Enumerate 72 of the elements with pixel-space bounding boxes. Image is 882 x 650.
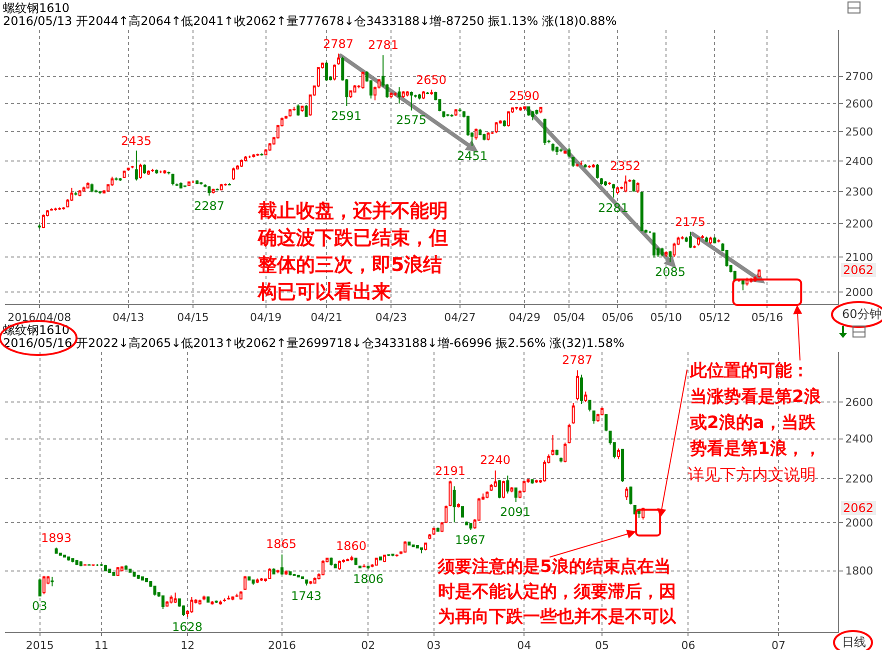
y-tick-label: 2000	[845, 516, 874, 530]
annotation: 2787	[562, 353, 593, 367]
x-tick-label: 12	[180, 639, 195, 650]
x-axis-title: 日线	[842, 634, 866, 650]
y-tick-label: 2200	[845, 217, 874, 230]
y-tick-label: 2100	[845, 250, 874, 264]
y-tick-label: 2000	[845, 286, 874, 299]
annotation: 03	[32, 599, 48, 613]
annotation: 2281	[598, 201, 629, 215]
chart-subtitle: 2016/05/16 开2022↓高2065↓低2013↑收2062↑量2699718↓仓3433188↓增-66996 振2.56% 涨(32)1.58%	[3, 336, 624, 350]
x-tick-label: 06	[681, 639, 696, 650]
x-tick-label: 05/16	[751, 311, 784, 324]
annotation: 2287	[194, 199, 225, 213]
x-tick-label: 04/27	[444, 311, 476, 324]
annotation: 1860	[336, 539, 367, 553]
y-tick-label: 2600	[845, 97, 874, 110]
x-tick-label: 04/23	[375, 311, 408, 324]
x-tick-label: 11	[94, 639, 108, 650]
x-tick-label: 2015	[26, 639, 54, 650]
y-tick-label: 2400	[845, 432, 874, 446]
y-tick-label: 2600	[845, 396, 874, 409]
annotation: 2352	[610, 159, 641, 173]
x-tick-label: 05/06	[602, 311, 634, 324]
annotation: 2575	[396, 113, 427, 127]
annotation: 2191	[435, 464, 466, 478]
x-tick-label: 03	[426, 639, 441, 650]
x-axis-title: 60分钟	[842, 306, 882, 323]
annotation: 1806	[353, 572, 384, 586]
chart-title: 螺纹钢1610	[3, 1, 70, 15]
y-tick-label: 1800	[845, 564, 874, 578]
x-tick-label: 2016	[268, 639, 296, 650]
x-tick-label: 05/04	[553, 311, 585, 324]
annotation: 2085	[655, 265, 686, 279]
text: 2062	[841, 501, 876, 516]
annotation: 此位置的可能：当涨势看是第2浪或2浪的a，当跌势看是第1浪，，	[690, 360, 822, 461]
y-tick-label: 2700	[845, 70, 874, 84]
x-tick-label: 05	[595, 639, 610, 650]
annotation: 2590	[509, 89, 540, 103]
x-tick-label: 05/12	[698, 311, 731, 324]
annotation: 2781	[368, 38, 399, 52]
x-tick-label: 04/15	[177, 311, 209, 324]
annotation: 2175	[675, 215, 706, 229]
annotation: 2091	[500, 505, 531, 519]
annotation: 1893	[41, 531, 72, 545]
annotation: 1628	[172, 620, 203, 634]
x-tick-label: 04/13	[112, 311, 144, 324]
y-tick-label: 2400	[845, 154, 874, 168]
annotation: 2787	[323, 37, 354, 51]
chart-subtitle: 2016/05/13 开2044↑高2064↑低2041↑收2062↑量777678↓仓3433188↓增-87250 振1.13% 涨(18)0.88%	[3, 14, 617, 28]
annotation: 须要注意的是5浪的结束点在当时是不能认定的，须要滞后，因为再向下跌一些也并不是不可以	[438, 556, 678, 629]
annotation: 截止收盘，还并不能明确这波下跌已结束，但整体的三次，即5浪结构已可以看出来	[258, 199, 449, 305]
annotation: 2650	[416, 73, 447, 87]
x-tick-label: 04	[517, 639, 532, 650]
y-tick-label: 2300	[845, 185, 874, 198]
x-tick-label: 2016/04/08	[8, 311, 72, 324]
y-tick-label: 2200	[845, 472, 874, 486]
x-tick-label: 04/29	[508, 311, 540, 324]
x-tick-label: 04/21	[310, 311, 342, 324]
annotation: 1743	[291, 589, 322, 603]
annotation: 1865	[266, 537, 297, 551]
annotation: 2435	[121, 134, 152, 148]
x-tick-label: 02	[361, 639, 376, 650]
annotation: 1967	[455, 533, 486, 547]
text: 2062	[841, 263, 876, 278]
annotation: 详见下方内文说明	[688, 464, 817, 486]
x-tick-label: 04/19	[250, 311, 282, 324]
x-tick-label: 05/10	[650, 311, 682, 324]
y-tick-label: 2500	[845, 126, 874, 139]
annotation: 2451	[457, 149, 488, 163]
annotation: 2591	[331, 109, 362, 123]
annotation: 2240	[480, 453, 511, 467]
x-tick-label: 07	[772, 639, 786, 650]
